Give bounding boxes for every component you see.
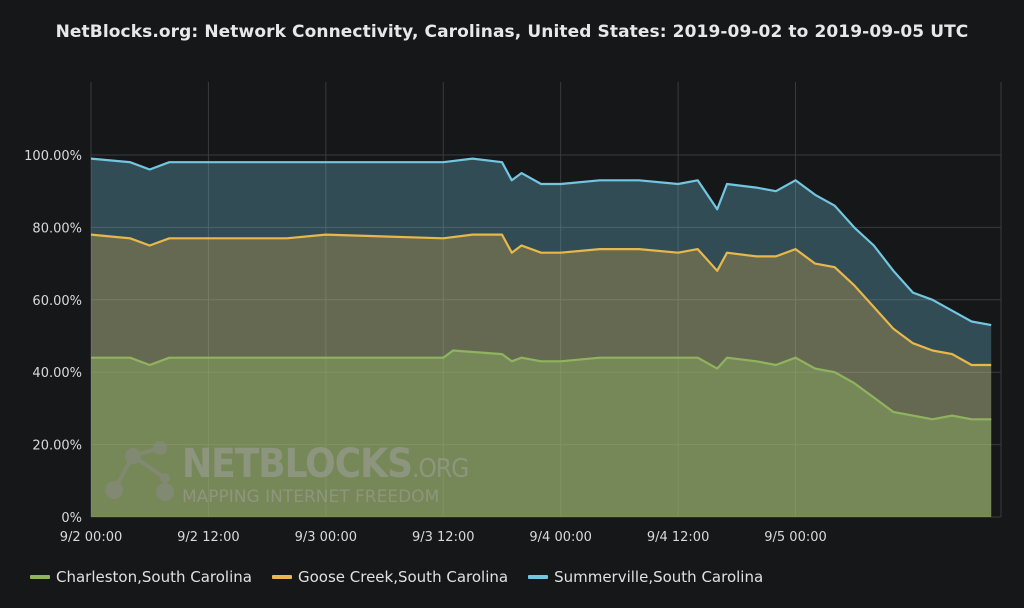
network-nodes-icon: [105, 441, 174, 501]
series-area-goose-creek: [91, 234, 992, 517]
series-lines: [90, 157, 992, 421]
legend-label: Summerville,South Carolina: [554, 568, 764, 586]
series-areas: [91, 158, 992, 517]
x-tick-label: 9/3 00:00: [295, 530, 358, 545]
series-line-charleston: [91, 349, 992, 421]
x-tick-label: 9/2 00:00: [60, 530, 123, 545]
legend-item-charleston[interactable]: Charleston,South Carolina: [30, 568, 252, 586]
legend-swatch: [528, 575, 549, 579]
x-tick-label: 9/4 00:00: [529, 530, 592, 545]
chart-title: NetBlocks.org: Network Connectivity, Car…: [55, 22, 969, 42]
y-tick-label: 20.00%: [32, 439, 82, 454]
chart-area: NETBLOCKS.ORG MAPPING INTERNET FREEDOM 0…: [24, 82, 1002, 545]
legend-label: Charleston,South Carolina: [56, 568, 252, 586]
legend-swatch: [30, 575, 50, 579]
legend-item-summerville[interactable]: Summerville,South Carolina: [528, 568, 763, 586]
grid: [90, 82, 1002, 518]
x-tick-label: 9/2 12:00: [177, 530, 240, 545]
y-tick-label: 100.00%: [24, 149, 82, 164]
y-tick-label: 80.00%: [32, 221, 82, 236]
watermark-tagline: MAPPING INTERNET FREEDOM: [182, 487, 439, 507]
series-area-summerville: [91, 158, 992, 517]
x-tick-label: 9/5 00:00: [764, 530, 827, 545]
x-tick-label: 9/4 12:00: [647, 530, 710, 545]
watermark-brand: NETBLOCKS: [182, 441, 412, 487]
watermark: NETBLOCKS.ORG MAPPING INTERNET FREEDOM: [105, 441, 469, 507]
y-tick-label: 60.00%: [32, 294, 82, 309]
legend-swatch: [271, 575, 292, 579]
legend: Charleston,South Carolina Goose Creek,Sou…: [30, 566, 763, 588]
series-area-charleston: [91, 350, 992, 517]
svg-text:NETBLOCKS.ORG: NETBLOCKS.ORG: [182, 441, 468, 487]
y-tick-label: 40.00%: [32, 366, 82, 381]
y-tick-label: 0%: [61, 511, 82, 526]
legend-item-goose-creek[interactable]: Goose Creek,South Carolina: [271, 568, 509, 586]
watermark-brand-suffix: .ORG: [412, 454, 468, 484]
x-tick-label: 9/3 12:00: [412, 530, 475, 545]
axis-labels: 0% 20.00% 40.00% 60.00% 80.00% 100.00% 9/2 00:…: [24, 149, 827, 545]
series-line-summerville: [90, 157, 992, 327]
series-line-goose-creek: [90, 233, 992, 367]
legend-label: Goose Creek,South Carolina: [297, 568, 509, 586]
